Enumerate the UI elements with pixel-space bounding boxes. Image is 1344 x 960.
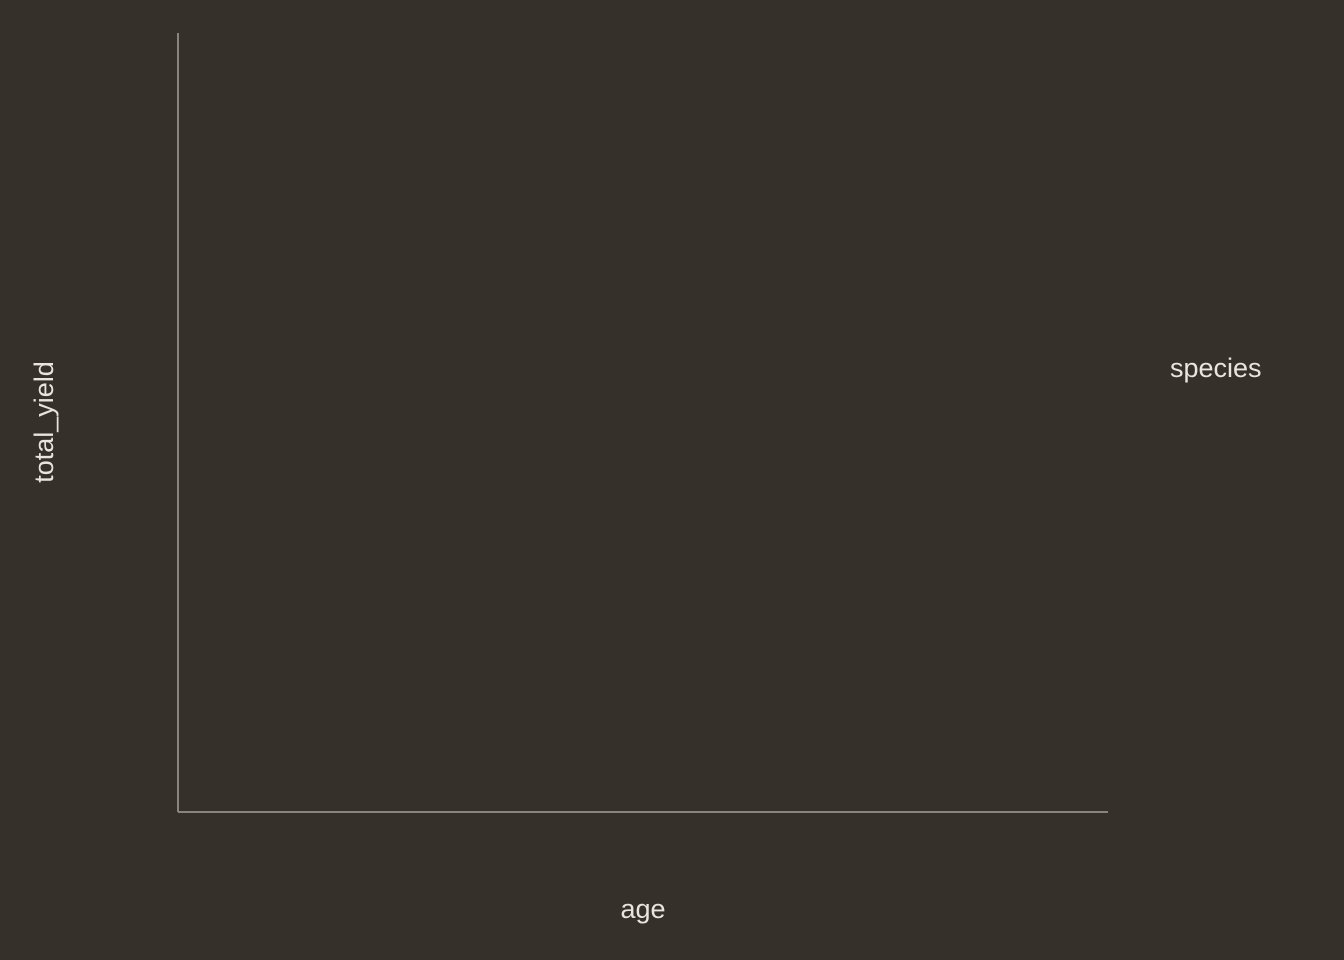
y-axis-label: total_yield [29,361,59,483]
x-axis-label: age [620,894,665,924]
legend-title: species [1170,353,1262,383]
legend: species [1170,353,1262,383]
